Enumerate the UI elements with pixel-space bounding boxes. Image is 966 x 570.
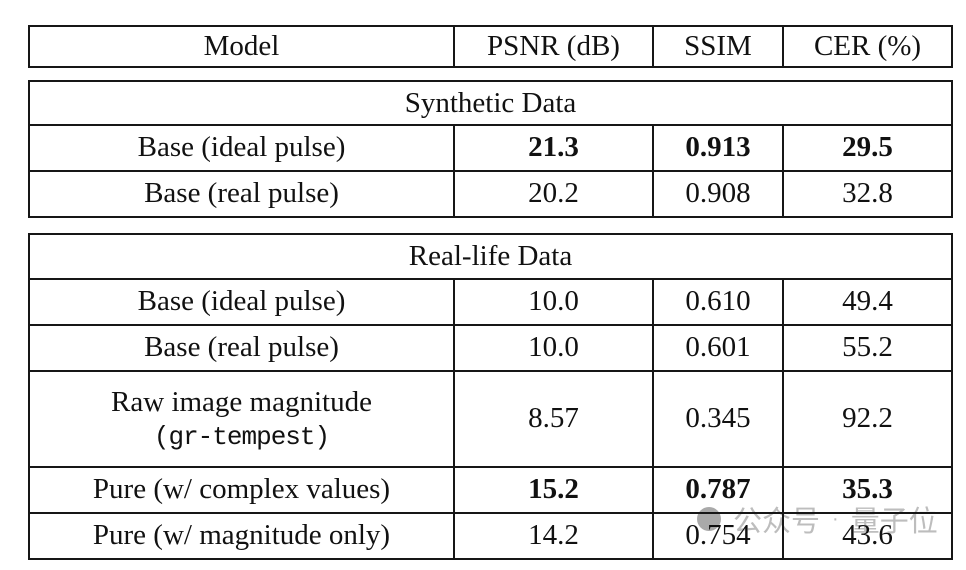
table-row: Base (real pulse) 20.2 0.908 32.8 bbox=[30, 170, 951, 216]
cell-ssim: 0.610 bbox=[652, 280, 782, 324]
table-row: Pure (w/ complex values) 15.2 0.787 35.3 bbox=[30, 466, 951, 512]
section-header-real-life: Real-life Data bbox=[30, 235, 951, 278]
section-header-synthetic: Synthetic Data bbox=[30, 82, 951, 124]
cell-cer: 49.4 bbox=[782, 280, 951, 324]
table-row: Base (ideal pulse) 10.0 0.610 49.4 bbox=[30, 278, 951, 324]
column-header-cer: CER (%) bbox=[782, 27, 951, 66]
cell-model: Raw image magnitude (gr-tempest) bbox=[30, 372, 453, 466]
cell-model: Base (ideal pulse) bbox=[137, 131, 346, 164]
table-row: Base (ideal pulse) 21.3 0.913 29.5 bbox=[30, 124, 951, 170]
cell-psnr: 21.3 bbox=[453, 126, 652, 170]
table-row: Base (real pulse) 10.0 0.601 55.2 bbox=[30, 324, 951, 370]
model-name-line2-code: (gr-tempest) bbox=[153, 421, 330, 452]
cell-ssim: 0.601 bbox=[652, 326, 782, 370]
synthetic-data-table: Synthetic Data Base (ideal pulse) 21.3 0… bbox=[28, 80, 953, 218]
cell-psnr: 10.0 bbox=[453, 280, 652, 324]
cell-cer: 35.3 bbox=[782, 468, 951, 512]
column-header-row: Model PSNR (dB) SSIM CER (%) bbox=[30, 27, 951, 66]
cell-cer: 43.6 bbox=[782, 514, 951, 558]
column-header-ssim: SSIM bbox=[652, 27, 782, 66]
results-table-header: Model PSNR (dB) SSIM CER (%) bbox=[28, 25, 953, 68]
table-row: Raw image magnitude (gr-tempest) 8.57 0.… bbox=[30, 370, 951, 466]
section-title: Synthetic Data bbox=[404, 86, 577, 119]
cell-cer: 29.5 bbox=[782, 126, 951, 170]
cell-ssim: 0.908 bbox=[652, 172, 782, 216]
cell-model: Pure (w/ magnitude only) bbox=[92, 519, 391, 552]
cell-ssim: 0.787 bbox=[652, 468, 782, 512]
cell-cer: 92.2 bbox=[782, 372, 951, 466]
real-life-data-table: Real-life Data Base (ideal pulse) 10.0 0… bbox=[28, 233, 953, 560]
cell-model: Base (ideal pulse) bbox=[137, 285, 346, 318]
column-header-psnr: PSNR (dB) bbox=[453, 27, 652, 66]
cell-psnr: 8.57 bbox=[453, 372, 652, 466]
section-title: Real-life Data bbox=[408, 240, 573, 272]
cell-model: Base (real pulse) bbox=[144, 177, 339, 210]
cell-model: Pure (w/ complex values) bbox=[92, 473, 391, 506]
cell-ssim: 0.913 bbox=[652, 126, 782, 170]
cell-ssim: 0.345 bbox=[652, 372, 782, 466]
cell-cer: 32.8 bbox=[782, 172, 951, 216]
cell-model: Base (real pulse) bbox=[144, 331, 339, 364]
cell-psnr: 15.2 bbox=[453, 468, 652, 512]
cell-psnr: 20.2 bbox=[453, 172, 652, 216]
model-name-line1: Raw image magnitude bbox=[111, 385, 372, 418]
column-header-model: Model bbox=[203, 29, 280, 62]
cell-psnr: 10.0 bbox=[453, 326, 652, 370]
cell-cer: 55.2 bbox=[782, 326, 951, 370]
table-row: Pure (w/ magnitude only) 14.2 0.754 43.6 bbox=[30, 512, 951, 558]
cell-ssim: 0.754 bbox=[652, 514, 782, 558]
cell-psnr: 14.2 bbox=[453, 514, 652, 558]
